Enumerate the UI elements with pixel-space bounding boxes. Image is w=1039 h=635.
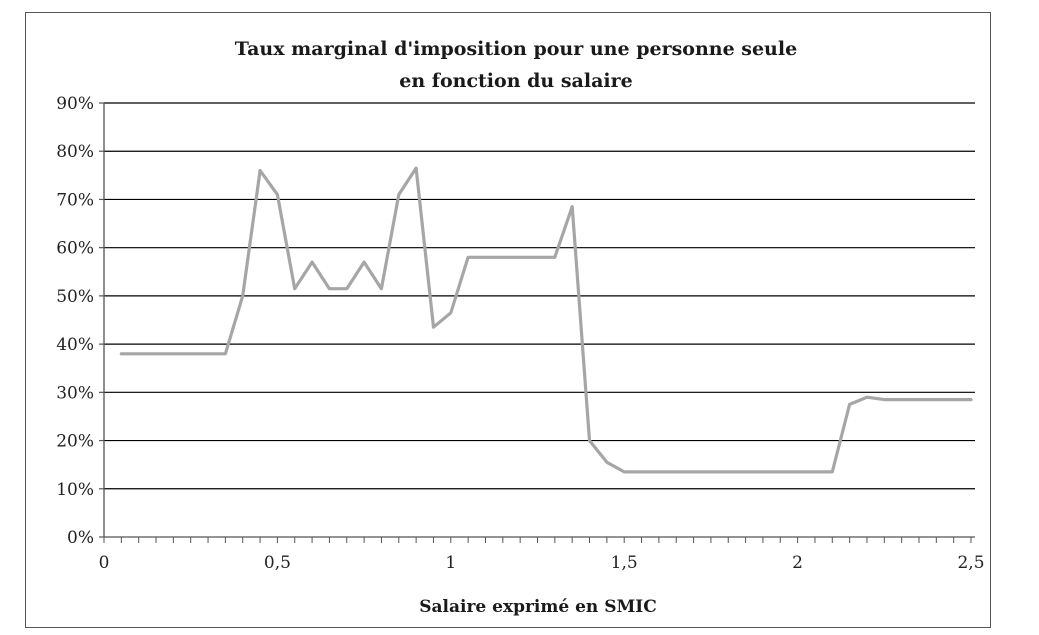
data-point [241,295,244,297]
data-point [866,396,868,398]
data-point [814,471,816,473]
data-point [519,256,521,259]
y-tick-label: 20% [56,432,94,452]
data-point [744,471,747,473]
x-tick-label: 1,5 [611,553,638,573]
data-point [588,439,591,442]
data-point [311,261,313,263]
data-point [380,287,383,290]
data-point [224,352,227,355]
data-point [328,287,331,290]
data-point [172,352,175,355]
data-point [831,471,834,473]
y-tick-label: 60% [56,239,94,259]
y-tick-label: 70% [56,190,94,210]
x-tick-label: 2,5 [957,553,984,573]
data-point [658,471,660,473]
data-point [415,167,417,169]
data-point [883,398,886,401]
chart-title: Taux marginal d'imposition pour une pers… [235,38,797,60]
data-point [952,398,955,401]
data-point [640,471,643,473]
data-point [970,398,972,401]
y-tick-label: 30% [56,383,94,403]
data-point [259,169,261,172]
chart-subtitle: en fonction du salaire [399,70,632,92]
data-point [848,403,851,406]
data-point [935,398,938,401]
data-point [796,471,799,473]
data-point [727,471,730,473]
data-point [918,398,920,401]
data-point [762,471,764,473]
x-axis-title: Salaire exprimé en SMIC [419,597,657,617]
line-chart: Taux marginal d'imposition pour une pers… [56,38,984,617]
y-tick-label: 0% [67,528,94,548]
x-tick-label: 0 [99,553,110,573]
y-tick-label: 90% [56,94,94,114]
data-point [606,461,608,464]
data-point [484,256,487,259]
data-point [207,352,209,355]
data-point [363,261,365,263]
data-point [900,398,903,401]
x-tick-label: 0,5 [264,553,291,573]
data-point [397,193,400,196]
axes: 0% 10% 20% 30% 40% 50% 60% 70% 80% 90% 0 0,5 1 1,5 2 2,… [56,94,984,573]
data-point [571,205,573,208]
data-point [120,352,123,355]
y-tick-label: 40% [56,335,94,355]
data-point [554,256,556,259]
data-point [345,287,348,290]
data-point [276,193,279,196]
data-point [450,311,452,314]
chart-frame: Taux marginal d'imposition pour une pers… [25,12,991,628]
data-point [502,256,504,259]
series-line [119,166,973,474]
data-point [467,256,469,259]
y-tick-label: 50% [56,287,94,307]
series-layer [119,166,973,474]
data-point [432,326,435,329]
y-tick-label: 80% [56,142,94,162]
x-tick-label: 2 [792,553,803,573]
data-point [137,352,140,355]
data-point [779,471,782,473]
y-tick-label: 10% [56,480,94,500]
data-point [675,471,678,473]
data-point [293,287,296,290]
data-point [189,352,192,355]
data-point [536,256,539,259]
data-point [710,471,712,473]
data-point [692,471,695,473]
data-point [623,471,625,473]
x-tick-label: 1 [445,553,456,573]
data-point [155,352,157,355]
